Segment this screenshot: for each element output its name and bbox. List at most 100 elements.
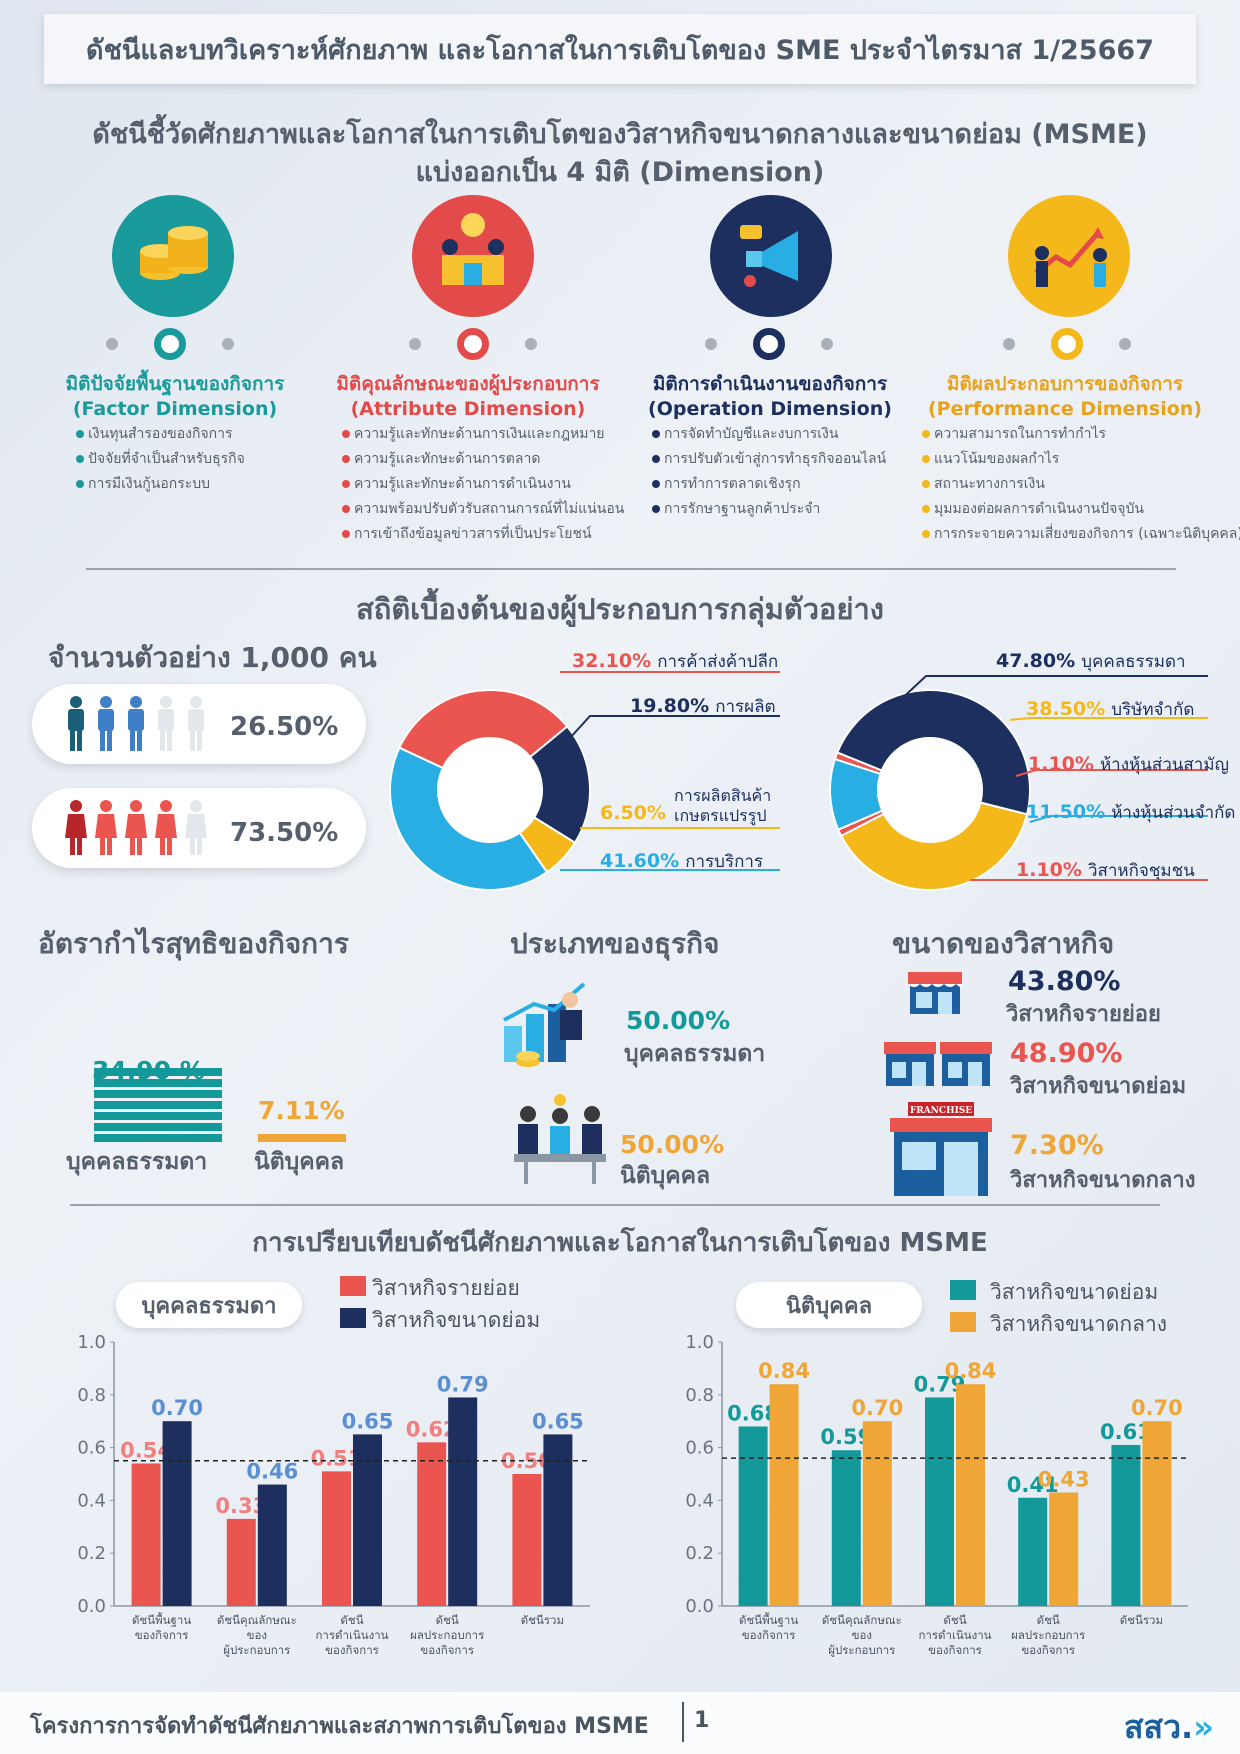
- profit-bar-segment: [258, 1134, 346, 1142]
- x-category-label: ดัชนีรวม: [521, 1613, 564, 1627]
- intro-line-1: ดัชนีชี้วัดศักยภาพและโอกาสในการเติบโตของ…: [92, 119, 1148, 150]
- list-item: เงินทุนสำรองของกิจการ: [76, 422, 245, 447]
- profit-bar-segment: [94, 1079, 222, 1087]
- biztype-heading: ประเภทของธุรกิจ: [510, 927, 720, 960]
- dim-attribute-title: มิติคุณลักษณะของผู้ประกอบการ (Attribute D…: [336, 373, 600, 420]
- x-category-label: ผลประกอบการ: [410, 1628, 484, 1642]
- business-person-icon: [503, 982, 586, 1067]
- bar: [956, 1384, 985, 1606]
- y-tick-label: 0.4: [77, 1490, 106, 1511]
- donut-slice: [833, 751, 884, 776]
- right-panel-label: นิติบุคคล: [736, 1282, 922, 1328]
- bar-chart-juristic: 0.00.20.40.60.81.00.680.84ดัชนีพื้นฐานขอ…: [685, 1332, 1188, 1657]
- bar: [925, 1397, 954, 1606]
- franchise-store-icon: FRANCHISE: [890, 1102, 992, 1196]
- female-pill: [32, 788, 366, 868]
- dim-performance-title: มิติผลประกอบการของกิจการ (Performance Dim…: [927, 373, 1203, 420]
- shop-icon-micro: [908, 972, 962, 1014]
- list-item: สถานะทางการเงิน: [922, 472, 1240, 497]
- x-category-label: ของ: [247, 1628, 267, 1642]
- profit-juristic-bar: [258, 1131, 346, 1142]
- donut-slice: [398, 689, 569, 770]
- bar: [862, 1421, 892, 1606]
- bar-value-label: 0.84: [945, 1359, 997, 1383]
- sector-label-manufacturing: 19.80% การผลิต: [630, 695, 776, 717]
- profit-individual-bar: [94, 1065, 222, 1142]
- bar-value-label: 0.65: [532, 1409, 584, 1433]
- bar: [1111, 1444, 1141, 1606]
- y-tick-label: 1.0: [77, 1332, 106, 1353]
- size-small-pct: 48.90%: [1010, 1038, 1123, 1069]
- footer: โครงการการจัดทำดัชนีศักยภาพและสภาพการเติ…: [0, 1692, 1240, 1754]
- legend-swatch: [340, 1276, 366, 1296]
- bar: [1142, 1421, 1172, 1606]
- dim-attribute-list: ความรู้และทักษะด้านการเงินและกฎหมาย ความ…: [342, 422, 624, 547]
- megaphone-icon: [710, 195, 832, 317]
- dim-operation-list: การจัดทำบัญชีและงบการเงิน การปรับตัวเข้า…: [652, 422, 886, 522]
- profit-juristic-label: นิติบุคคล: [254, 1149, 345, 1175]
- list-item: ปัจจัยที่จำเป็นสำหรับธุรกิจ: [76, 447, 245, 472]
- profit-heading: อัตรากำไรสุทธิของกิจการ: [38, 927, 349, 960]
- legal-form-donut-chart: [829, 689, 1032, 891]
- page-title: ดัชนีและบทวิเคราะห์ศักยภาพ และโอกาสในการ…: [44, 14, 1196, 84]
- x-category-label: ผู้ประกอบการ: [828, 1643, 895, 1657]
- legend-swatch: [950, 1280, 976, 1300]
- osmep-logo: สสว.»: [1124, 1708, 1214, 1746]
- legal-label-company: 38.50% บริษัทจำกัด: [1026, 698, 1195, 720]
- dim-indicator-4: [1003, 328, 1133, 360]
- bar-value-label: 0.46: [246, 1460, 298, 1484]
- biztype-individual-pct: 50.00%: [626, 1006, 731, 1035]
- x-category-label: ดัชนีคุณลักษณะ: [217, 1613, 297, 1627]
- sector-donut-chart: [389, 689, 591, 891]
- y-tick-label: 0.6: [77, 1438, 106, 1459]
- x-category-label: ของกิจการ: [135, 1628, 189, 1642]
- profit-individual-label: บุคคลธรรมดา: [66, 1149, 208, 1175]
- size-medium-pct: 7.30%: [1010, 1130, 1104, 1161]
- list-item: ความรู้และทักษะด้านการตลาด: [342, 447, 624, 472]
- sector-label-service: 41.60% การบริการ: [600, 850, 764, 872]
- bar-value-label: 0.70: [851, 1396, 903, 1420]
- biztype-juristic-label: นิติบุคคล: [620, 1163, 711, 1189]
- y-tick-label: 0.0: [685, 1596, 714, 1617]
- intro-line-2: แบ่งออกเป็น 4 มิติ (Dimension): [415, 157, 825, 188]
- dim-indicator-1: [106, 328, 236, 360]
- profit-bar-segment: [94, 1090, 222, 1098]
- x-category-label: ดัชนีพื้นฐาน: [739, 1612, 798, 1627]
- legal-label-individual: 47.80% บุคคลธรรมดา: [996, 650, 1186, 672]
- legal-form-leader-lines: [895, 675, 1208, 881]
- x-category-label: ดัชนี: [1037, 1613, 1060, 1627]
- list-item: ความสามารถในการทำกำไร: [922, 422, 1240, 447]
- list-item: การทำการตลาดเชิงรุก: [652, 472, 886, 497]
- bar: [1049, 1492, 1079, 1606]
- list-item: ความพร้อมปรับตัวรับสถานการณ์ที่ไม่แน่นอน: [342, 497, 624, 522]
- bar-value-label: 0.70: [1131, 1396, 1183, 1420]
- compare-heading: การเปรียบเทียบดัชนีศักยภาพและโอกาสในการเ…: [252, 1228, 988, 1258]
- bar: [131, 1463, 161, 1606]
- bar: [738, 1426, 768, 1606]
- donut-slice: [839, 801, 1029, 891]
- y-tick-label: 0.2: [77, 1543, 106, 1564]
- male-pct: 26.50%: [230, 712, 339, 742]
- x-category-label: ดัชนี: [436, 1613, 459, 1627]
- list-item: แนวโน้มของผลกำไร: [922, 447, 1240, 472]
- list-item: ความรู้และทักษะด้านการเงินและกฎหมาย: [342, 422, 624, 447]
- bar: [353, 1434, 382, 1606]
- franchise-sign-text: FRANCHISE: [910, 1106, 972, 1116]
- divider: [70, 1204, 1160, 1206]
- profit-bar-segment: [94, 1134, 222, 1142]
- legend-label: วิสาหกิจรายย่อย: [372, 1276, 520, 1300]
- profit-bar-segment: [94, 1123, 222, 1131]
- x-category-label: ดัชนีคุณลักษณะ: [822, 1613, 902, 1627]
- list-item: การปรับตัวเข้าสู่การทำธุรกิจออนไลน์: [652, 447, 886, 472]
- donut-slice: [835, 689, 1032, 816]
- biztype-juristic-pct: 50.00%: [620, 1130, 725, 1159]
- left-panel-label: บุคคลธรรมดา: [116, 1282, 302, 1328]
- shop-icon-small: [884, 1042, 992, 1086]
- size-micro-pct: 43.80%: [1008, 966, 1121, 997]
- y-tick-label: 1.0: [685, 1332, 714, 1353]
- bar: [769, 1384, 799, 1606]
- donut-hole: [879, 739, 981, 841]
- sample-size-label: จำนวนตัวอย่าง 1,000 คน: [48, 641, 377, 674]
- male-people-icon: [68, 696, 204, 751]
- dim-indicator-3: [705, 328, 835, 360]
